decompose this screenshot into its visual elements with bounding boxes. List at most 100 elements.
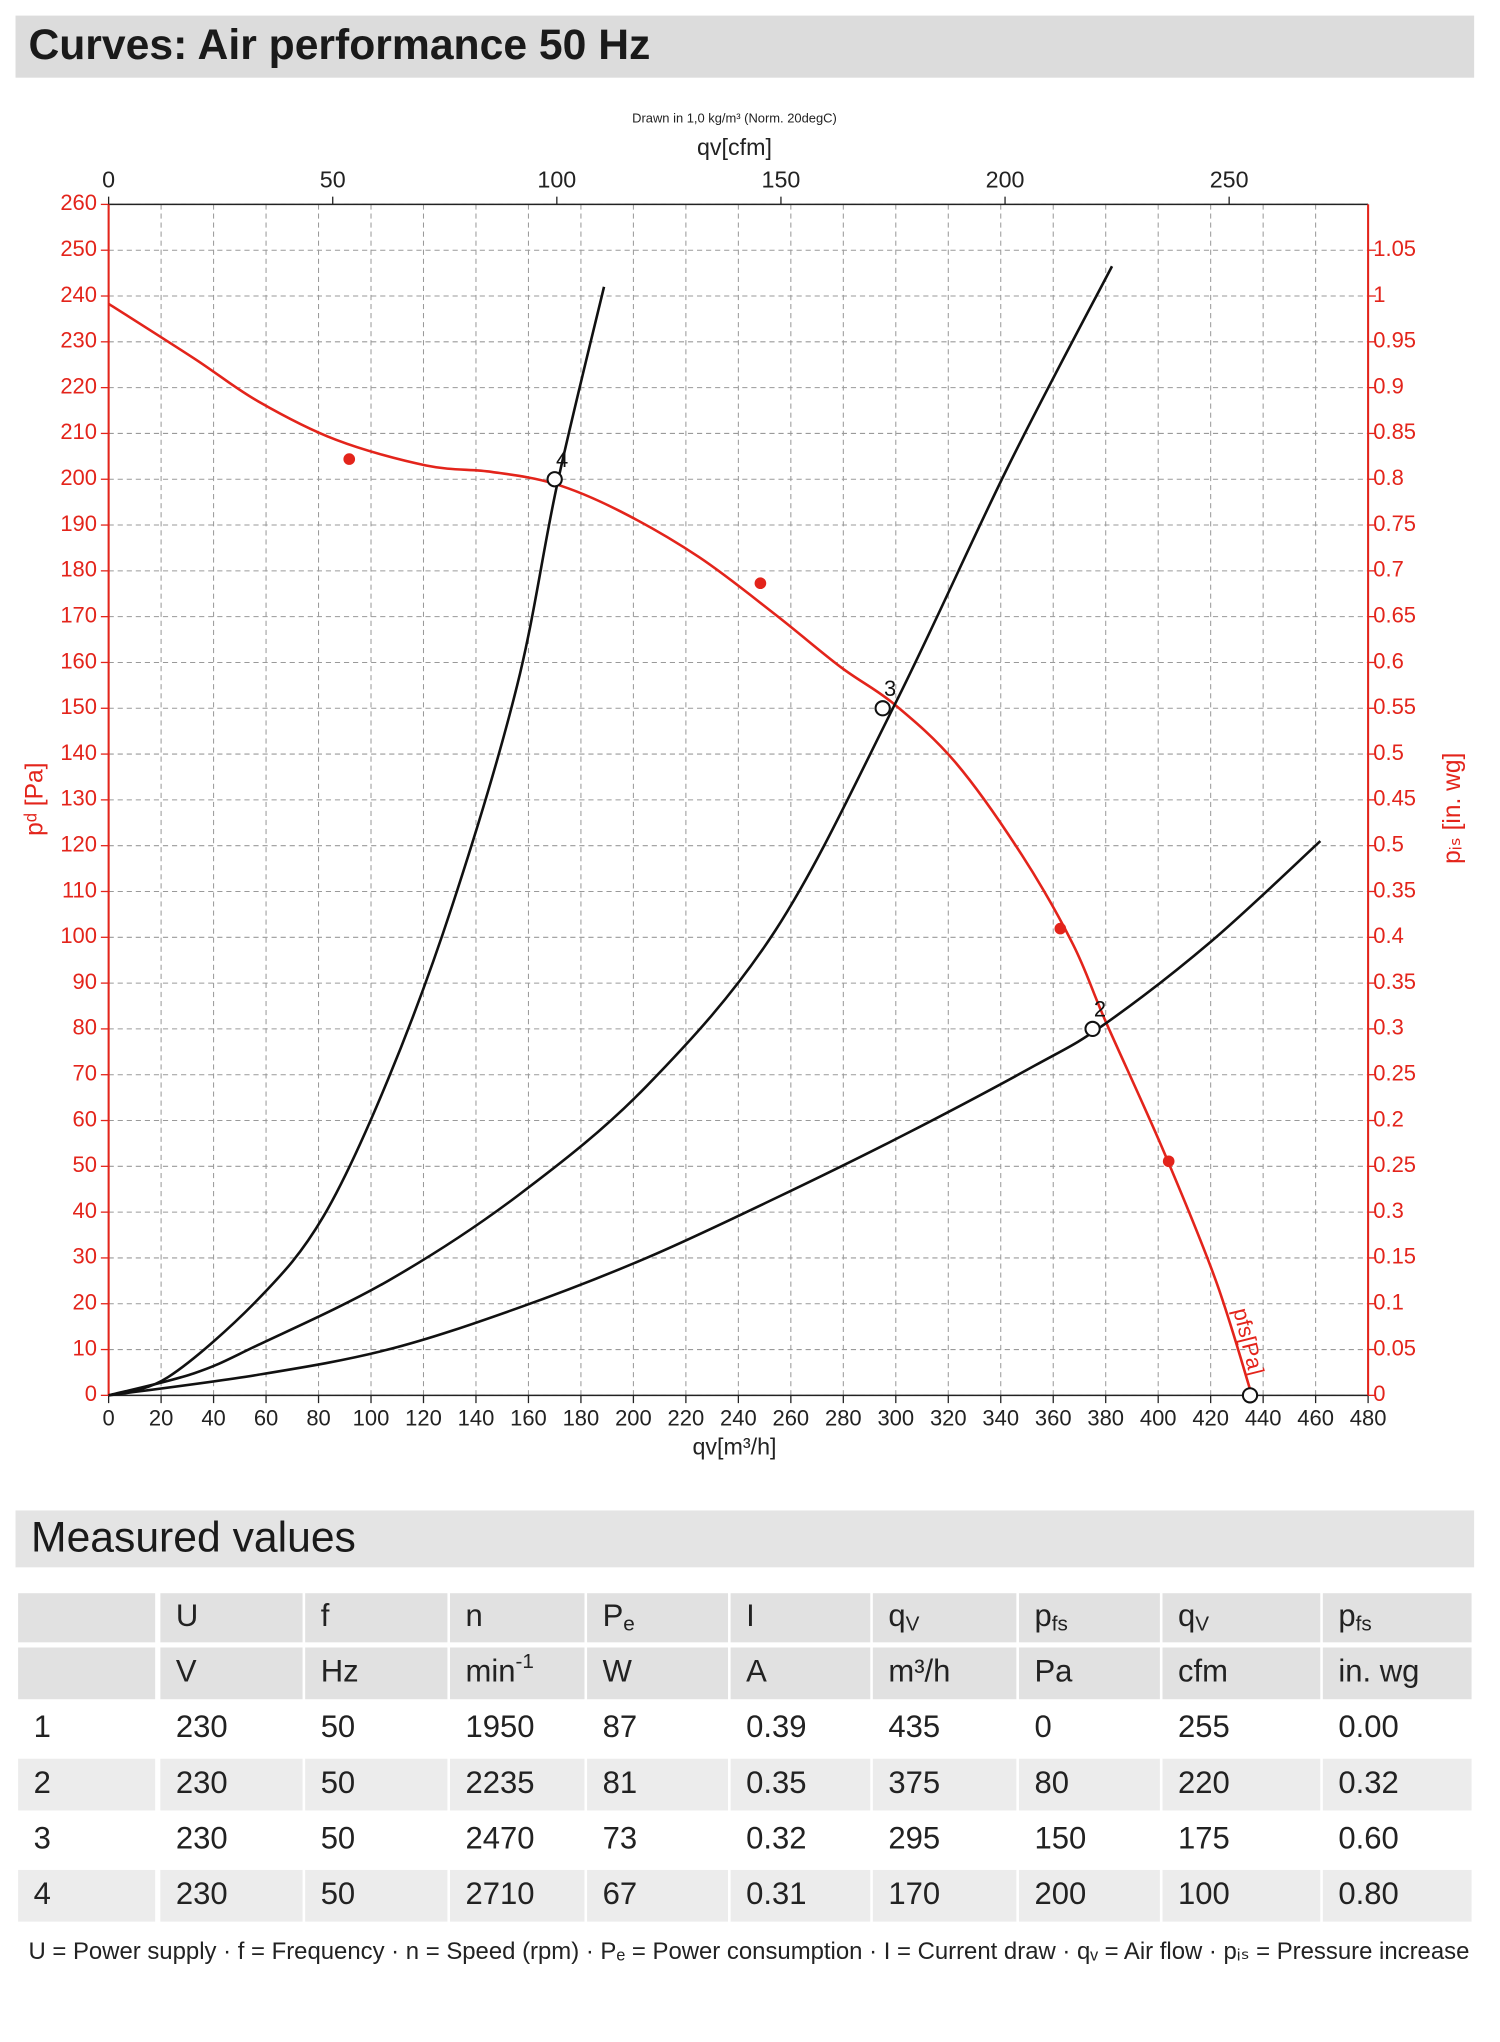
- x-tick-label: 20: [149, 1406, 173, 1431]
- cell-text: A: [746, 1654, 767, 1689]
- x-tick-label: 480: [1350, 1406, 1387, 1431]
- table-cell: 0: [1034, 1709, 1051, 1744]
- table-cell: 0.60: [1338, 1820, 1398, 1855]
- x-tick-label: 460: [1297, 1406, 1334, 1431]
- curve: [107, 302, 1254, 1396]
- point-label: 2: [1094, 997, 1106, 1022]
- table-head-cell: cfm: [1178, 1654, 1228, 1689]
- head-bg: [872, 1647, 1017, 1700]
- cell-text: q: [1178, 1598, 1195, 1633]
- x2-tick-label: 0: [102, 166, 115, 192]
- table-cell: 2: [34, 1765, 51, 1800]
- table-cell: 435: [888, 1709, 940, 1744]
- table-cell: 1950: [466, 1709, 535, 1744]
- y-tick-label: 230: [60, 328, 97, 353]
- y2-tick-label: 0.35: [1373, 877, 1416, 902]
- row-bg: [160, 1869, 303, 1922]
- x-tick-label: 280: [825, 1406, 862, 1431]
- row-bg: [18, 1869, 156, 1922]
- x-tick-label: 120: [405, 1406, 442, 1431]
- point-label: 4: [556, 447, 568, 472]
- y2-tick-label: 1: [1373, 282, 1385, 307]
- y-tick-label: 170: [60, 602, 97, 627]
- head-bg: [587, 1593, 729, 1643]
- y2-tick-label: 0.9: [1373, 373, 1404, 398]
- page-title: Curves: Air performance 50 Hz: [28, 21, 650, 69]
- row-bg: [1322, 1869, 1472, 1922]
- y2-tick-label: 0.85: [1373, 419, 1416, 444]
- table-head-cell: Pe: [603, 1598, 635, 1636]
- y2-tick-label: 0.45: [1373, 786, 1416, 811]
- cell-sub: V: [1195, 1613, 1209, 1636]
- table-cell: 230: [176, 1876, 228, 1911]
- table-cell: 73: [603, 1820, 638, 1855]
- row-bg: [587, 1869, 729, 1922]
- table-head-cell: pfs: [1338, 1598, 1371, 1636]
- head-bg: [1322, 1593, 1472, 1643]
- table-cell: 67: [603, 1876, 638, 1911]
- cell-text: in. wg: [1338, 1654, 1419, 1689]
- x-tick-label: 60: [254, 1406, 278, 1431]
- head-bg: [18, 1593, 156, 1643]
- y2-tick-label: 0.5: [1373, 831, 1404, 856]
- operating-point: [1084, 1020, 1101, 1038]
- y-tick-label: 160: [60, 648, 97, 673]
- table-cell: 3: [34, 1820, 51, 1855]
- table-head-cell: Pa: [1034, 1654, 1073, 1689]
- row-bg: [872, 1758, 1017, 1811]
- cell-text: min: [466, 1654, 516, 1689]
- head-bg: [1322, 1647, 1472, 1700]
- table-head-cell: V: [176, 1654, 197, 1689]
- cell-sub: fs: [1052, 1613, 1068, 1636]
- row-bg: [450, 1869, 585, 1922]
- head-bg: [1018, 1593, 1160, 1643]
- section-title: Measured values: [31, 1513, 356, 1561]
- cell-text: U: [176, 1598, 198, 1633]
- x-tick-label: 300: [877, 1406, 914, 1431]
- head-bg: [1018, 1647, 1160, 1700]
- y-tick-label: 250: [60, 236, 97, 261]
- operating-point: [546, 471, 563, 488]
- y-tick-label: 220: [60, 373, 97, 398]
- x-tick-label: 440: [1245, 1406, 1282, 1431]
- x-tick-label: 420: [1192, 1406, 1229, 1431]
- y-tick-label: 140: [60, 740, 97, 765]
- cell-text: P: [603, 1598, 624, 1633]
- row-bg: [587, 1758, 729, 1811]
- table-cell: 0.80: [1338, 1876, 1398, 1911]
- table-cell: 220: [1178, 1765, 1230, 1800]
- table-cell: 2470: [466, 1820, 535, 1855]
- x-tick-label: 320: [930, 1406, 967, 1431]
- x-tick-label: 340: [982, 1406, 1019, 1431]
- x-tick-label: 180: [563, 1406, 600, 1431]
- table-cell: 2710: [466, 1876, 535, 1911]
- x2-tick-label: 250: [1210, 166, 1249, 192]
- x-tick-label: 200: [615, 1406, 652, 1431]
- table-cell: 0.39: [746, 1709, 806, 1744]
- row-bg: [872, 1869, 1017, 1922]
- row-bg: [730, 1869, 871, 1922]
- y-axis-label: pᵈ [Pa]: [22, 763, 49, 836]
- y-tick-label: 260: [60, 190, 97, 215]
- row-bg: [18, 1758, 156, 1811]
- head-bg: [1162, 1593, 1321, 1643]
- x-axis-label: qv[m³/h]: [692, 1434, 776, 1460]
- table-head-cell: I: [746, 1598, 755, 1633]
- measured-dot: [1054, 922, 1067, 935]
- table-head-cell: A: [746, 1654, 767, 1689]
- table-head-cell: min-1: [466, 1650, 534, 1688]
- head-bg: [872, 1593, 1017, 1643]
- y-tick-label: 0: [85, 1381, 97, 1406]
- table-cell: 87: [603, 1709, 638, 1744]
- head-bg: [450, 1647, 585, 1700]
- y-tick-label: 130: [60, 786, 97, 811]
- y2-tick-label: 0.55: [1373, 694, 1416, 719]
- operating-point: [874, 700, 891, 717]
- table-head-cell: qV: [888, 1598, 919, 1636]
- table-cell: 170: [888, 1876, 940, 1911]
- cell-text: f: [321, 1598, 330, 1633]
- table-head-cell: pfs: [1034, 1598, 1067, 1636]
- table-cell: 50: [321, 1820, 355, 1855]
